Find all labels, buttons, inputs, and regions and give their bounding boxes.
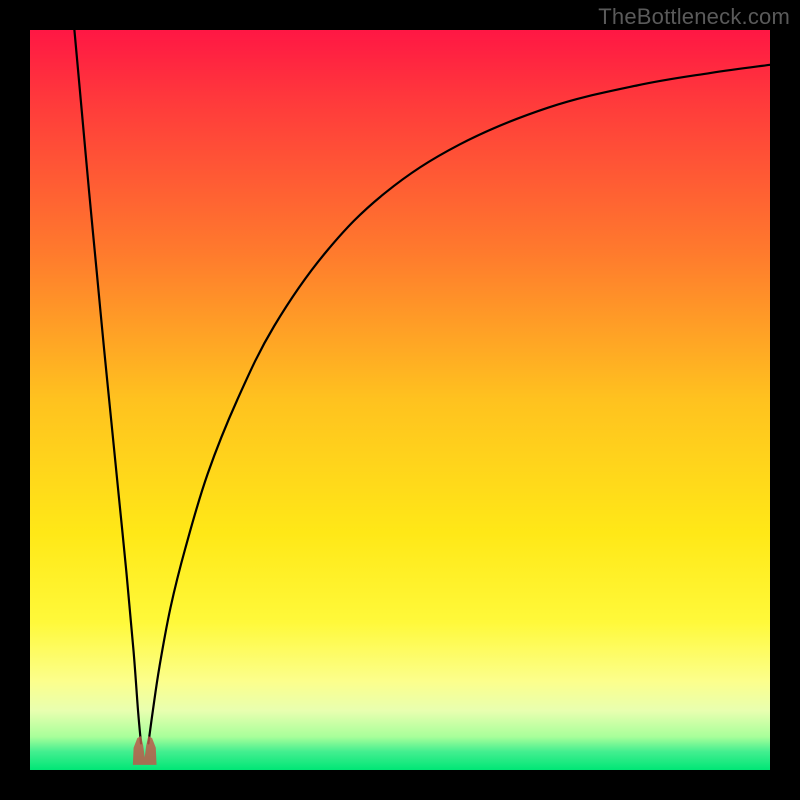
chart-container: TheBottleneck.com (0, 0, 800, 800)
plot-background (30, 30, 770, 770)
bottleneck-curve-chart (0, 0, 800, 800)
